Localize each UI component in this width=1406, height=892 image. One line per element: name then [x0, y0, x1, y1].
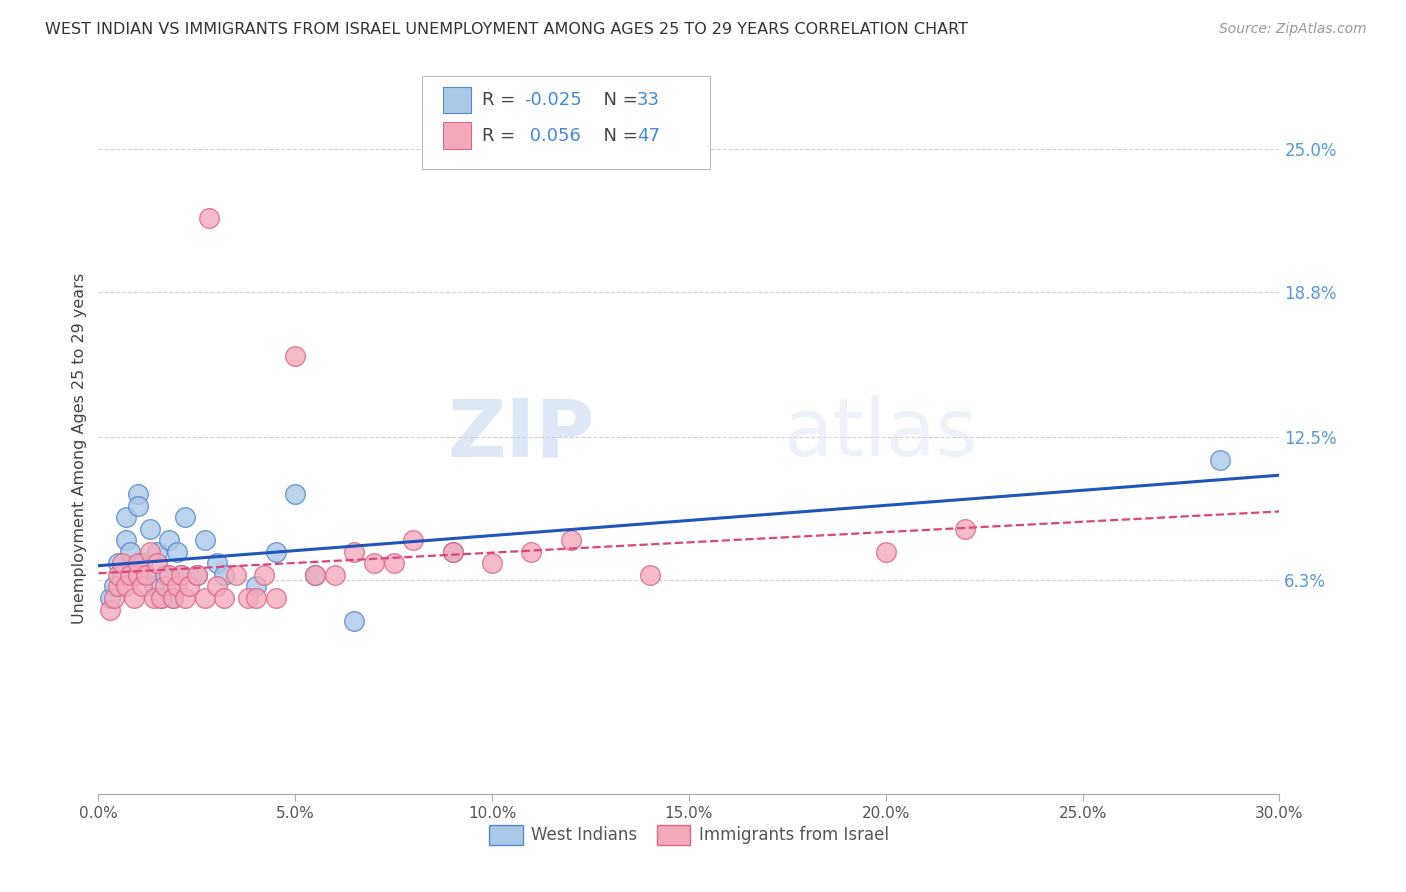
Legend: West Indians, Immigrants from Israel: West Indians, Immigrants from Israel: [482, 819, 896, 851]
Text: atlas: atlas: [783, 395, 977, 474]
Point: [284, 349, 307, 363]
Y-axis label: Unemployment Among Ages 25 to 29 years: Unemployment Among Ages 25 to 29 years: [72, 273, 87, 624]
Point: [214, 591, 236, 605]
Point: [197, 211, 219, 225]
Point: [225, 568, 247, 582]
Point: [245, 591, 267, 605]
Point: [98, 602, 121, 616]
Text: R =: R =: [482, 127, 522, 145]
Point: [127, 557, 149, 571]
Text: -0.025: -0.025: [524, 91, 582, 109]
Point: [166, 545, 188, 559]
Point: [122, 568, 145, 582]
Point: [162, 591, 184, 605]
Point: [520, 545, 543, 559]
Point: [343, 545, 366, 559]
Point: [115, 533, 138, 548]
Point: [194, 533, 217, 548]
Point: [638, 568, 661, 582]
Point: [115, 510, 138, 524]
Point: [560, 533, 582, 548]
Point: [174, 591, 197, 605]
Point: [441, 545, 464, 559]
Point: [107, 580, 129, 594]
Point: [174, 510, 197, 524]
Point: [166, 580, 188, 594]
Point: [131, 557, 153, 571]
Point: [253, 568, 276, 582]
Point: [177, 580, 200, 594]
Point: [98, 591, 121, 605]
Point: [304, 568, 326, 582]
Point: [111, 568, 134, 582]
Text: Source: ZipAtlas.com: Source: ZipAtlas.com: [1219, 22, 1367, 37]
Point: [363, 557, 385, 571]
Point: [127, 499, 149, 513]
Point: [111, 557, 134, 571]
Point: [122, 591, 145, 605]
Point: [103, 591, 125, 605]
Point: [150, 591, 173, 605]
Point: [214, 568, 236, 582]
Point: [402, 533, 425, 548]
Point: [138, 522, 160, 536]
Point: [162, 591, 184, 605]
Point: [142, 591, 165, 605]
Point: [186, 568, 208, 582]
Text: 47: 47: [637, 127, 659, 145]
Point: [1209, 452, 1232, 467]
Point: [150, 591, 173, 605]
Point: [205, 580, 228, 594]
Point: [186, 568, 208, 582]
Text: ZIP: ZIP: [447, 395, 595, 474]
Point: [103, 580, 125, 594]
Point: [264, 545, 287, 559]
Point: [142, 580, 165, 594]
Point: [157, 568, 180, 582]
Point: [135, 568, 157, 582]
Point: [107, 557, 129, 571]
Point: [127, 487, 149, 501]
Point: [118, 545, 141, 559]
Point: [875, 545, 897, 559]
Point: [146, 557, 169, 571]
Point: [107, 568, 129, 582]
Point: [205, 557, 228, 571]
Point: [170, 568, 193, 582]
Point: [304, 568, 326, 582]
Point: [953, 522, 976, 536]
Point: [194, 591, 217, 605]
Text: WEST INDIAN VS IMMIGRANTS FROM ISRAEL UNEMPLOYMENT AMONG AGES 25 TO 29 YEARS COR: WEST INDIAN VS IMMIGRANTS FROM ISRAEL UN…: [45, 22, 967, 37]
Point: [284, 487, 307, 501]
Point: [155, 568, 177, 582]
Point: [135, 568, 157, 582]
Point: [115, 580, 138, 594]
Point: [118, 568, 141, 582]
Point: [245, 580, 267, 594]
Point: [343, 614, 366, 628]
Point: [481, 557, 503, 571]
Point: [323, 568, 346, 582]
Point: [127, 568, 149, 582]
Text: R =: R =: [482, 91, 522, 109]
Text: N =: N =: [592, 91, 644, 109]
Point: [264, 591, 287, 605]
Point: [131, 580, 153, 594]
Text: N =: N =: [592, 127, 644, 145]
Point: [146, 545, 169, 559]
Point: [441, 545, 464, 559]
Point: [155, 580, 177, 594]
Point: [157, 533, 180, 548]
Text: 33: 33: [637, 91, 659, 109]
Point: [382, 557, 405, 571]
Point: [170, 568, 193, 582]
Point: [236, 591, 259, 605]
Point: [138, 545, 160, 559]
Text: 0.056: 0.056: [524, 127, 581, 145]
